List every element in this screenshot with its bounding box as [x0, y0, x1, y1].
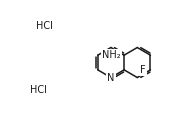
Text: NH₂: NH₂	[102, 50, 121, 60]
Text: N: N	[107, 72, 115, 83]
Text: HCl: HCl	[30, 85, 47, 95]
Text: HCl: HCl	[36, 21, 53, 31]
Text: F: F	[140, 65, 146, 75]
